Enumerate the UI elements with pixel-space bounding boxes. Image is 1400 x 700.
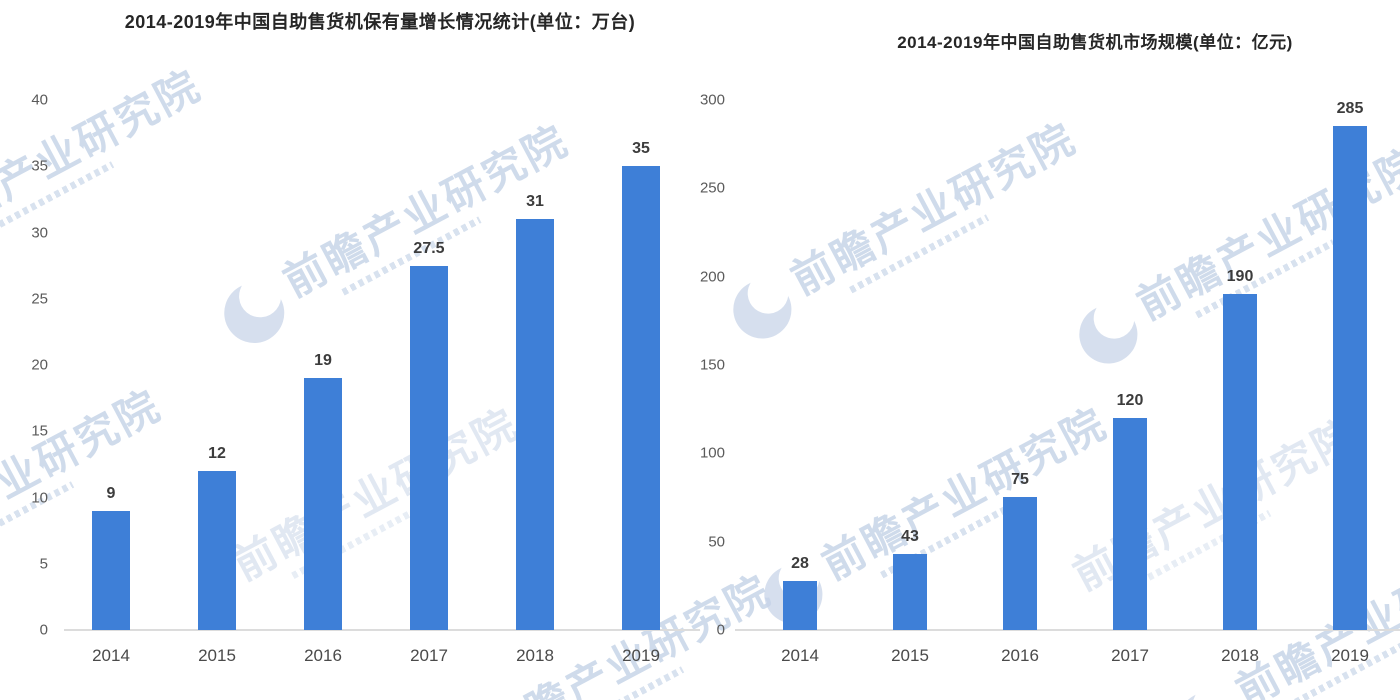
bar-2016 [1003, 497, 1037, 630]
value-label-2016: 75 [1011, 471, 1029, 488]
bar-2015 [893, 554, 927, 630]
category-label-2015: 2015 [198, 646, 236, 665]
value-label-2018: 31 [526, 193, 544, 210]
value-label-2017: 27.5 [413, 240, 445, 257]
bar-2016 [304, 378, 342, 630]
y-axis-tick: 20 [31, 356, 48, 374]
category-label-2018: 2018 [1221, 646, 1259, 665]
value-label-2014: 9 [106, 485, 116, 502]
category-label-2019: 2019 [622, 646, 660, 665]
bar-2018 [1223, 294, 1257, 630]
category-label-2017: 2017 [1111, 646, 1149, 665]
x-axis-baseline [735, 629, 1400, 631]
chart-title: 2014-2019年中国自助售货机市场规模(单位：亿元) [897, 33, 1293, 52]
y-axis-tick: 35 [31, 157, 48, 175]
y-axis-tick: 30 [31, 224, 48, 241]
category-label-2019: 2019 [1331, 646, 1369, 665]
value-label-2014: 28 [791, 555, 809, 572]
y-axis-tick: 250 [699, 179, 725, 197]
y-axis-tick: 50 [708, 533, 725, 551]
bar-2018 [516, 219, 554, 630]
category-label-2015: 2015 [891, 646, 929, 665]
y-axis-tick: 5 [39, 555, 48, 573]
value-label-2015: 12 [208, 445, 226, 462]
y-axis-tick: 40 [31, 91, 48, 109]
y-axis-tick: 0 [716, 621, 725, 639]
y-axis-tick: 0 [39, 621, 48, 639]
y-axis-tick: 300 [699, 91, 725, 109]
chart-title: 2014-2019年中国自助售货机保有量增长情况统计(单位：万台) [124, 12, 636, 32]
y-axis-tick: 10 [31, 489, 48, 506]
plot-area: 0 5 10 15 20 25 30 35 40 9 2014 12 2015 19 2016 27.5 201… [31, 92, 690, 665]
bar-2017 [1113, 418, 1147, 630]
bar-2014 [92, 511, 130, 630]
value-label-2019: 285 [1336, 100, 1364, 117]
y-axis-tick: 100 [699, 444, 725, 462]
category-label-2018: 2018 [516, 646, 554, 665]
category-label-2016: 2016 [1001, 646, 1039, 665]
value-label-2017: 120 [1116, 392, 1144, 409]
ownership-chart: 2014-2019年中国自助售货机保有量增长情况统计(单位：万台) 0 5 10 15… [31, 12, 700, 665]
plot-area: 0 50 100 150 200 250 300 28 2014 43 2015 75 2016 120 2… [700, 92, 1385, 666]
value-label-2018: 190 [1226, 268, 1254, 285]
y-axis-tick: 150 [699, 356, 725, 374]
y-axis-tick: 200 [699, 268, 725, 286]
y-axis-tick: 15 [31, 422, 48, 440]
market-size-chart: 2014-2019年中国自助售货机市场规模(单位：亿元) 0 50 100 150 20… [700, 0, 1400, 700]
value-label-2015: 43 [901, 528, 919, 545]
bar-2017 [410, 266, 448, 630]
x-axis-baseline [64, 629, 700, 631]
value-label-2019: 35 [632, 140, 650, 157]
category-label-2016: 2016 [304, 646, 342, 665]
bar-2019 [1333, 126, 1367, 630]
bar-2015 [198, 471, 236, 630]
bar-2019 [622, 166, 660, 630]
value-label-2016: 19 [314, 352, 332, 369]
bar-2014 [783, 581, 817, 630]
category-label-2014: 2014 [781, 646, 819, 665]
category-label-2014: 2014 [92, 646, 130, 665]
y-axis-tick: 25 [31, 290, 48, 308]
category-label-2017: 2017 [410, 646, 448, 665]
